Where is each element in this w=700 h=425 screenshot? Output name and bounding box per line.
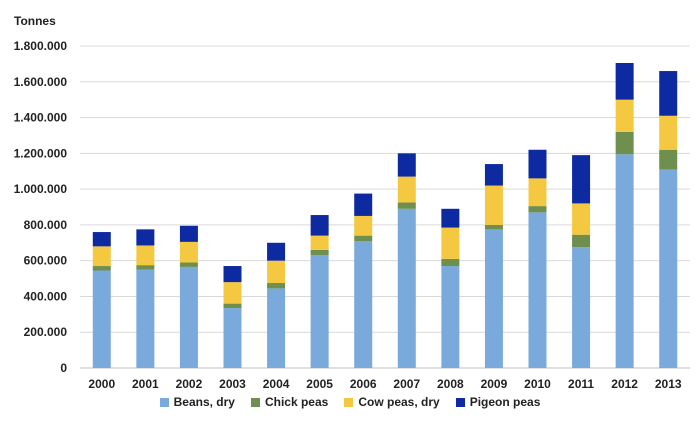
bar-segment-beans-dry: [223, 308, 242, 368]
y-tick-label: 1.400.000: [14, 111, 68, 125]
bar-segment-cow-peas-dry: [136, 245, 155, 266]
legend-label: Pigeon peas: [469, 395, 541, 409]
bar-segment-pigeon-peas: [310, 215, 329, 236]
bar-segment-pigeon-peas: [354, 193, 373, 216]
chart-legend: Beans, dry Chick peas Cow peas, dry Pigeon …: [0, 395, 700, 409]
bar-segment-pigeon-peas: [267, 242, 286, 261]
bar-segment-chick-peas: [659, 149, 678, 170]
bar-segment-chick-peas: [615, 131, 634, 155]
bar-segment-beans-dry: [92, 270, 111, 368]
bar-segment-chick-peas: [136, 265, 155, 270]
bar-segment-pigeon-peas: [572, 155, 591, 204]
bar-segment-beans-dry: [441, 266, 460, 368]
legend-label: Beans, dry: [173, 395, 235, 409]
bar-segment-pigeon-peas: [397, 153, 416, 177]
bar-segment-cow-peas-dry: [92, 246, 111, 267]
x-tick-label: 2009: [481, 377, 508, 390]
x-tick-label: 2005: [306, 377, 333, 390]
bar-segment-beans-dry: [136, 269, 155, 368]
x-tick-label: 2002: [176, 377, 203, 390]
bar-segment-chick-peas: [528, 206, 547, 213]
bar-segment-beans-dry: [179, 266, 198, 368]
bar-segment-beans-dry: [659, 169, 678, 368]
bar-segment-chick-peas: [310, 249, 329, 256]
bar-segment-chick-peas: [179, 262, 198, 267]
bar-segment-cow-peas-dry: [354, 215, 373, 236]
x-tick-label: 2012: [611, 377, 638, 390]
x-tick-label: 2013: [655, 377, 682, 390]
bar-segment-beans-dry: [354, 240, 373, 368]
y-tick-label: 1.600.000: [14, 75, 68, 89]
y-tick-label: 400.000: [24, 289, 68, 303]
bar-segment-pigeon-peas: [92, 232, 111, 247]
x-tick-label: 2007: [393, 377, 420, 390]
legend-item: Chick peas: [250, 395, 329, 409]
bar-segment-cow-peas-dry: [484, 185, 503, 225]
bar-segment-cow-peas-dry: [659, 115, 678, 150]
legend-swatch: [250, 397, 260, 407]
legend-swatch: [159, 397, 169, 407]
x-tick-label: 2003: [219, 377, 246, 390]
y-tick-label: 1.000.000: [14, 182, 68, 196]
bar-segment-cow-peas-dry: [572, 203, 591, 235]
x-tick-label: 2010: [524, 377, 551, 390]
legend-item: Beans, dry: [159, 395, 235, 409]
bar-segment-cow-peas-dry: [310, 235, 329, 250]
legend-swatch: [455, 397, 465, 407]
x-tick-label: 2006: [350, 377, 377, 390]
legend-item: Cow peas, dry: [344, 395, 440, 409]
bar-segment-pigeon-peas: [528, 149, 547, 179]
bar-segment-beans-dry: [267, 288, 286, 368]
y-tick-label: 800.000: [24, 218, 68, 232]
bar-segment-pigeon-peas: [441, 208, 460, 228]
bar-segment-cow-peas-dry: [528, 178, 547, 207]
legend-label: Cow peas, dry: [358, 395, 440, 409]
bar-segment-beans-dry: [572, 247, 591, 368]
bar-segment-pigeon-peas: [484, 164, 503, 186]
bar-segment-pigeon-peas: [136, 229, 155, 246]
bar-segment-cow-peas-dry: [267, 260, 286, 284]
bar-segment-chick-peas: [572, 234, 591, 248]
bar-segment-cow-peas-dry: [179, 241, 198, 263]
y-tick-label: 200.000: [24, 325, 68, 339]
bar-segment-pigeon-peas: [179, 225, 198, 242]
bar-segment-beans-dry: [484, 229, 503, 368]
x-tick-label: 2008: [437, 377, 464, 390]
bar-segment-chick-peas: [354, 235, 373, 241]
x-tick-label: 2004: [263, 377, 290, 390]
bar-segment-chick-peas: [223, 303, 242, 309]
bar-segment-beans-dry: [528, 212, 547, 368]
legend-label: Chick peas: [264, 395, 329, 409]
y-axis-unit-label: Tonnes: [14, 14, 56, 28]
bar-segment-chick-peas: [397, 202, 416, 209]
bar-segment-pigeon-peas: [659, 71, 678, 116]
bar-segment-cow-peas-dry: [615, 99, 634, 132]
bar-segment-chick-peas: [92, 266, 111, 271]
bar-segment-cow-peas-dry: [223, 282, 242, 304]
stacked-bar-chart: 0 200.000 400.000 600.000 800.000 1.000.000 1.…: [14, 39, 690, 390]
y-tick-label: 1.800.000: [14, 39, 68, 53]
bar-segment-chick-peas: [441, 258, 460, 267]
bar-segment-pigeon-peas: [615, 62, 634, 100]
x-tick-label: 2001: [132, 377, 159, 390]
bar-segment-chick-peas: [267, 283, 286, 289]
bar-segment-chick-peas: [484, 224, 503, 230]
x-tick-label: 2000: [88, 377, 115, 390]
bar-segment-pigeon-peas: [223, 266, 242, 283]
x-tick-label: 2011: [568, 377, 594, 390]
legend-item: Pigeon peas: [455, 395, 541, 409]
y-tick-label: 0: [60, 361, 67, 375]
bar-segment-cow-peas-dry: [441, 227, 460, 259]
bar-segment-beans-dry: [397, 208, 416, 368]
bar-segment-beans-dry: [310, 255, 329, 368]
bar-segment-cow-peas-dry: [397, 176, 416, 203]
legend-swatch: [344, 397, 354, 407]
y-tick-label: 600.000: [24, 254, 68, 268]
bar-segment-beans-dry: [615, 154, 634, 368]
y-tick-label: 1.200.000: [14, 146, 68, 160]
